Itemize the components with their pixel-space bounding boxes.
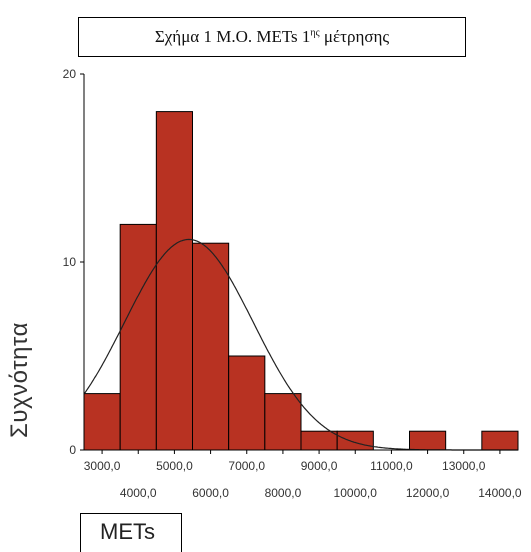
x-tick-label: 7000,0 bbox=[228, 459, 265, 473]
x-tick-label: 13000,0 bbox=[442, 459, 486, 473]
y-tick-label: 10 bbox=[63, 255, 77, 269]
x-tick-label: 12000,0 bbox=[406, 486, 450, 500]
histogram-bar bbox=[336, 430, 374, 451]
x-tick-label: 10000,0 bbox=[334, 486, 378, 500]
x-tick-label: 8000,0 bbox=[265, 486, 302, 500]
x-tick-label: 11000,0 bbox=[370, 459, 413, 473]
chart-title-text: Σχήμα 1 Μ.Ο. METs 1ης μέτρησης bbox=[154, 27, 390, 46]
histogram-bar bbox=[83, 393, 121, 451]
x-tick-label: 9000,0 bbox=[301, 459, 338, 473]
x-tick-label: 14000,0 bbox=[478, 486, 522, 500]
y-tick-label: 0 bbox=[69, 443, 76, 457]
histogram-bar bbox=[228, 355, 266, 451]
y-tick-label: 20 bbox=[63, 67, 77, 81]
histogram-bar bbox=[481, 430, 519, 451]
chart-title: Σχήμα 1 Μ.Ο. METs 1ης μέτρησης bbox=[78, 17, 466, 57]
histogram-bar bbox=[155, 111, 193, 451]
x-tick-label: 4000,0 bbox=[120, 486, 157, 500]
x-axis-label: METs bbox=[80, 513, 182, 552]
x-tick-label: 3000,0 bbox=[84, 459, 121, 473]
histogram-bar bbox=[409, 430, 447, 451]
axis-ticks: 0 10 20 3000,0 5000,0 7000,0 9000,0 11000,0 1300… bbox=[63, 67, 522, 500]
histogram-bar bbox=[192, 242, 230, 451]
x-tick-label: 5000,0 bbox=[156, 459, 193, 473]
histogram-bar bbox=[119, 223, 157, 451]
histogram-bars bbox=[83, 111, 519, 451]
histogram-bar bbox=[300, 430, 338, 451]
histogram-bar bbox=[264, 393, 302, 451]
x-tick-label: 6000,0 bbox=[192, 486, 229, 500]
